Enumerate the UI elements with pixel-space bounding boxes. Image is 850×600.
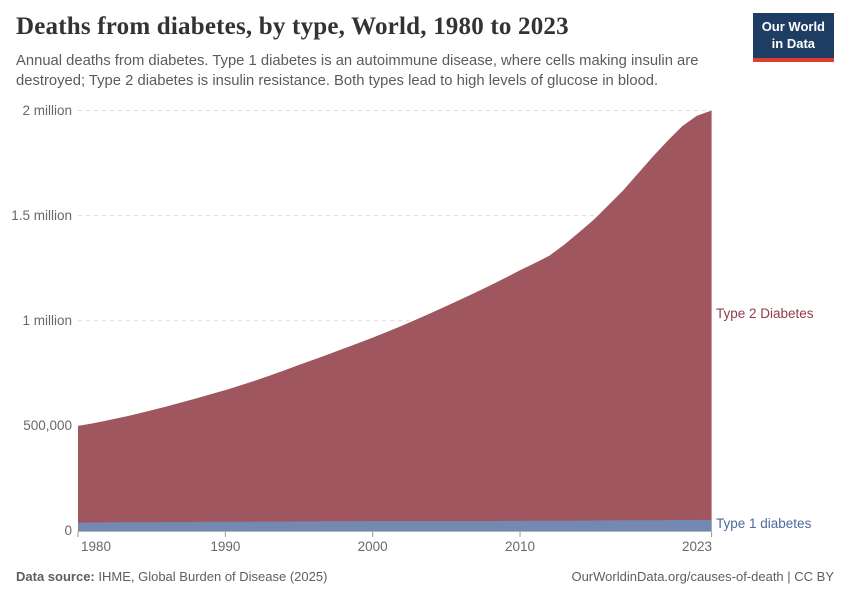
series-label-type2: Type 2 Diabetes [716,306,814,322]
x-axis-label: 2010 [505,539,536,554]
x-axis-label: 1980 [80,539,112,554]
owid-logo-line2: in Data [771,35,816,51]
series-label-type1: Type 1 diabetes [716,516,812,532]
y-axis-label: 1.5 million [11,207,72,223]
data-source-label: Data source: [16,569,95,584]
owid-logo-line1: Our World [761,19,825,34]
y-axis-label: 500,000 [23,417,72,433]
y-axis-label: 1 million [22,312,72,328]
y-axis-label: 2 million [22,102,72,118]
x-axis-label: 1990 [210,539,241,554]
area-type1-diabetes[interactable] [78,519,712,531]
chart-subtitle: Annual deaths from diabetes. Type 1 diab… [16,53,699,89]
x-axis-label: 2023 [681,539,713,554]
y-axis-label: 0 [64,523,72,538]
chart-title: Deaths from diabetes, by type, World, 19… [16,13,569,40]
x-axis-label: 2000 [357,539,388,554]
owid-logo[interactable]: Our World in Data [752,13,834,62]
owid-credit-link[interactable]: OurWorldinData.org/causes-of-death | CC … [571,569,834,584]
chart-footer: Data source: IHME, Global Burden of Dise… [16,569,834,584]
data-source-value[interactable]: IHME, Global Burden of Disease (2025) [98,569,328,584]
area-type2-diabetes[interactable] [78,110,712,532]
data-source: Data source: IHME, Global Burden of Dise… [16,569,327,584]
